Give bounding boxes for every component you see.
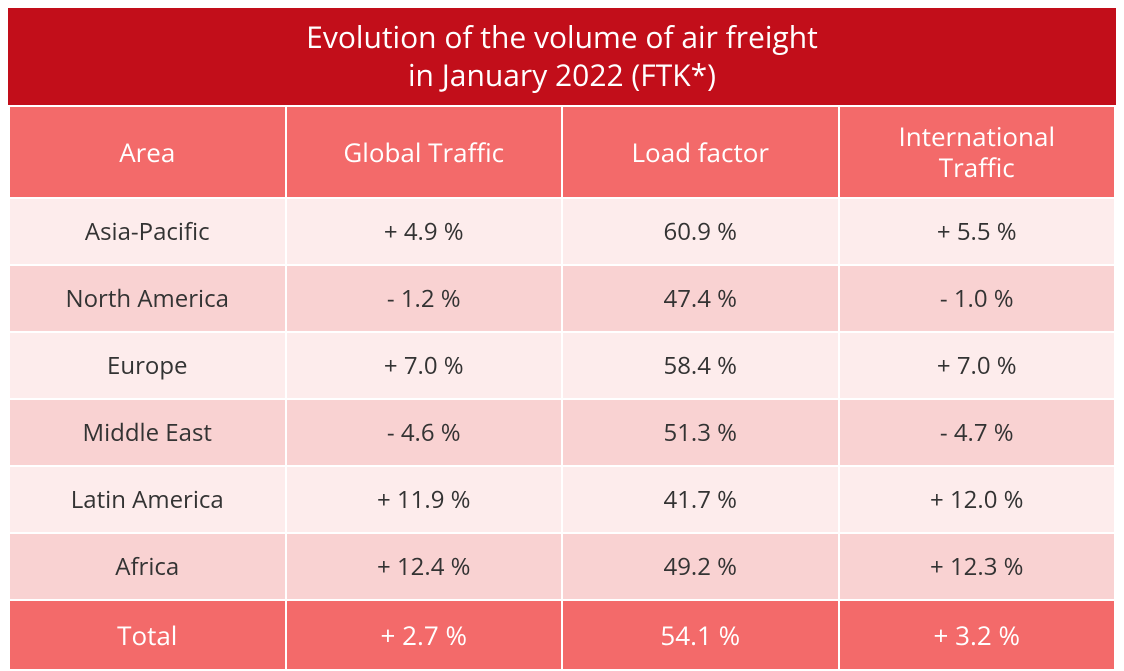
table-row: Europe + 7.0 % 58.4 % + 7.0 % [10,333,1114,398]
cell-global: + 2.7 % [287,601,562,669]
cell-global: + 12.4 % [287,534,562,599]
cell-load: 58.4 % [563,333,838,398]
cell-load: 41.7 % [563,467,838,532]
cell-intl: - 4.7 % [840,400,1115,465]
cell-intl: + 12.0 % [840,467,1115,532]
cell-load: 54.1 % [563,601,838,669]
cell-area: Middle East [10,400,285,465]
cell-intl: + 7.0 % [840,333,1115,398]
table-row-total: Total + 2.7 % 54.1 % + 3.2 % [10,601,1114,669]
cell-area: Asia-Pacific [10,199,285,264]
cell-global: + 4.9 % [287,199,562,264]
freight-table-container: Evolution of the volume of air freight i… [8,8,1116,671]
table-row: Asia-Pacific + 4.9 % 60.9 % + 5.5 % [10,199,1114,264]
cell-global: + 11.9 % [287,467,562,532]
cell-area: Latin America [10,467,285,532]
freight-table: Area Global Traffic Load factor Internat… [8,105,1116,671]
cell-intl: + 5.5 % [840,199,1115,264]
cell-global: + 7.0 % [287,333,562,398]
table-head: Area Global Traffic Load factor Internat… [10,107,1114,197]
cell-intl: - 1.0 % [840,266,1115,331]
table-body: Asia-Pacific + 4.9 % 60.9 % + 5.5 % Nort… [10,199,1114,669]
table-row: North America - 1.2 % 47.4 % - 1.0 % [10,266,1114,331]
table-row: Middle East - 4.6 % 51.3 % - 4.7 % [10,400,1114,465]
cell-load: 51.3 % [563,400,838,465]
table-row: Latin America + 11.9 % 41.7 % + 12.0 % [10,467,1114,532]
table-title: Evolution of the volume of air freight i… [8,8,1116,105]
cell-intl: + 3.2 % [840,601,1115,669]
cell-load: 47.4 % [563,266,838,331]
cell-load: 49.2 % [563,534,838,599]
col-header-load-factor: Load factor [563,107,838,197]
cell-global: - 1.2 % [287,266,562,331]
table-row: Africa + 12.4 % 49.2 % + 12.3 % [10,534,1114,599]
cell-area: North America [10,266,285,331]
col-header-area: Area [10,107,285,197]
col-header-intl-traffic: International Traffic [840,107,1115,197]
cell-global: - 4.6 % [287,400,562,465]
cell-load: 60.9 % [563,199,838,264]
col-header-global-traffic: Global Traffic [287,107,562,197]
cell-area: Total [10,601,285,669]
cell-area: Africa [10,534,285,599]
cell-intl: + 12.3 % [840,534,1115,599]
header-row: Area Global Traffic Load factor Internat… [10,107,1114,197]
cell-area: Europe [10,333,285,398]
